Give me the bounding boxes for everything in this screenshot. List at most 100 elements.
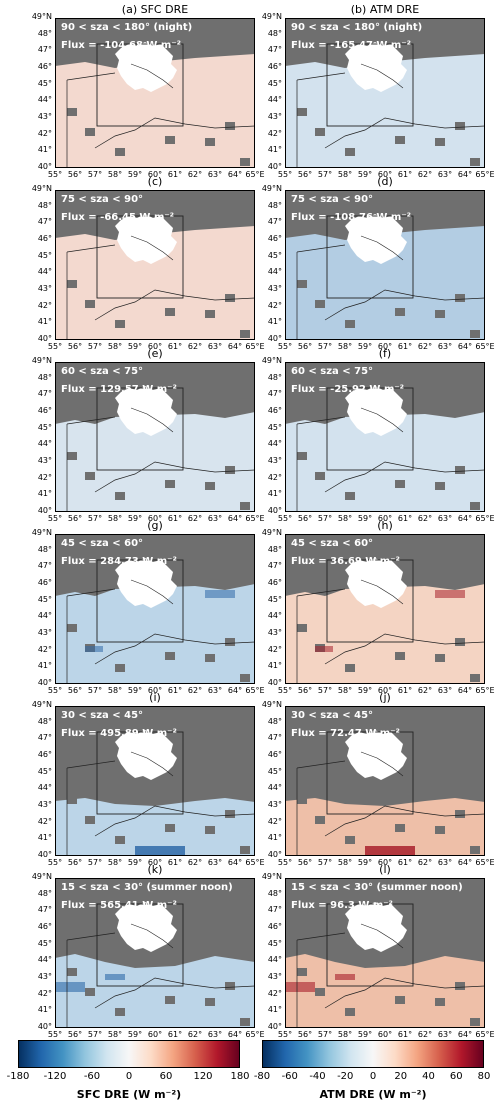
map-panel (55, 18, 255, 168)
colorbar-tick-label: -60 (281, 1071, 298, 1082)
lon-tick-label: 55° (47, 342, 63, 351)
country-border (324, 117, 485, 149)
lon-tick-label: 58° (107, 342, 123, 351)
lat-tick-label: 45° (267, 594, 282, 604)
masked-cell (205, 482, 215, 490)
strong-cell (285, 982, 315, 992)
masked-cell (470, 1018, 480, 1026)
dre-field (55, 798, 255, 856)
masked-cell (67, 280, 77, 288)
axes-frame (55, 706, 255, 856)
masked-cell (205, 654, 215, 662)
masked-cell (395, 824, 405, 832)
lon-tick-label: 56° (67, 342, 83, 351)
strong-cell (105, 974, 125, 980)
panel-letter: (b) (350, 3, 367, 16)
lat-tick-label: 47° (37, 45, 52, 55)
lat-tick-label: 47° (37, 389, 52, 399)
lat-tick-label: 41° (37, 833, 52, 843)
sza-annotation: 90 < sza < 180° (night) (291, 22, 423, 33)
masked-cell (297, 624, 307, 632)
colorbar-sfc (18, 1040, 240, 1068)
lon-tick-label: 63° (437, 686, 453, 695)
no-data-region (345, 214, 407, 264)
lon-tick-label: 62° (187, 1030, 203, 1039)
axes-frame (285, 534, 485, 684)
lon-tick-label: 60° (147, 686, 163, 695)
internal-border (360, 751, 404, 777)
lon-tick-label: 60° (377, 170, 393, 179)
lon-tick-label: 56° (297, 170, 313, 179)
flux-annotation: Flux = -104.68 W m⁻² (61, 40, 181, 51)
lon-tick-label: 59° (127, 514, 143, 523)
masked-cell (85, 128, 95, 136)
study-region-box (326, 559, 414, 643)
lon-tick-label: 65°E (245, 514, 265, 523)
panel-letter: (l) (379, 863, 391, 876)
lon-tick-label: 63° (437, 514, 453, 523)
lat-tick-label: 45° (267, 422, 282, 432)
panel-letter: (i) (149, 691, 161, 704)
lat-tick-label: 45° (267, 766, 282, 776)
lon-tick-label: 61° (167, 342, 183, 351)
lat-tick-label: 41° (267, 489, 282, 499)
masked-cell (395, 996, 405, 1004)
colorbar-tick-label: 120 (193, 1071, 213, 1082)
no-data-region (345, 730, 407, 780)
lat-tick-label: 41° (37, 145, 52, 155)
study-region-box (326, 215, 414, 299)
lon-tick-label: 62° (187, 514, 203, 523)
masked-cell (315, 472, 325, 480)
colorbar-tick-label: -40 (309, 1071, 326, 1082)
internal-border (360, 407, 404, 433)
country-border (94, 633, 255, 665)
masked-cell (435, 138, 445, 146)
no-data-region (115, 902, 177, 952)
lon-tick-label: 58° (337, 342, 353, 351)
lon-tick-label: 58° (107, 514, 123, 523)
colorbar-tick-label: 180 (230, 1071, 250, 1082)
country-border (296, 932, 346, 1028)
masked-cell (165, 996, 175, 1004)
lat-tick-label: 45° (37, 766, 52, 776)
lon-tick-label: 56° (297, 514, 313, 523)
lat-tick-label: 44° (267, 611, 282, 621)
lon-tick-label: 63° (437, 858, 453, 867)
country-border (66, 588, 116, 684)
lon-tick-label: 60° (377, 514, 393, 523)
lon-tick-label: 65°E (245, 858, 265, 867)
lat-tick-label: 46° (37, 750, 52, 759)
masked-cell (435, 482, 445, 490)
lon-tick-label: 62° (417, 858, 433, 867)
masked-cell (67, 108, 77, 116)
lat-tick-label: 47° (37, 217, 52, 227)
lon-tick-label: 55° (47, 686, 63, 695)
lon-tick-label: 61° (397, 686, 413, 695)
study-region-box (326, 731, 414, 815)
lat-tick-label: 48° (267, 200, 282, 210)
lat-tick-label: 41° (37, 661, 52, 671)
country-border (66, 244, 116, 340)
no-data-region (345, 902, 407, 952)
lon-tick-label: 65°E (475, 686, 495, 695)
country-border (296, 72, 346, 168)
lat-tick-label: 40° (267, 162, 282, 171)
flux-annotation: Flux = 129.57 W m⁻² (61, 384, 177, 395)
lon-tick-label: 62° (187, 686, 203, 695)
lat-tick-label: 46° (267, 62, 282, 71)
masked-cell (297, 796, 307, 804)
axes-frame (285, 362, 485, 512)
lat-tick-label: 48° (37, 544, 52, 554)
lat-tick-label: 48° (267, 888, 282, 898)
country-border (324, 461, 485, 493)
lon-tick-label: 59° (127, 1030, 143, 1039)
lon-tick-label: 64° (227, 170, 243, 179)
lat-tick-label: 46° (37, 62, 52, 71)
lon-tick-label: 65°E (475, 342, 495, 351)
flux-annotation: Flux = -25.92 W m⁻² (291, 384, 405, 395)
lon-tick-label: 59° (357, 858, 373, 867)
masked-cell (470, 330, 480, 338)
lon-tick-label: 63° (207, 170, 223, 179)
masked-cell (455, 638, 465, 646)
lon-tick-label: 62° (417, 1030, 433, 1039)
